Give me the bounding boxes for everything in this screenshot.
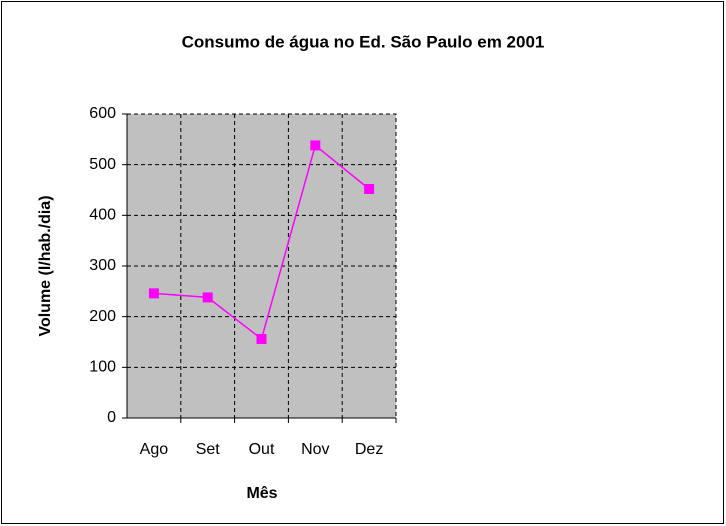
x-tick-label: Nov bbox=[301, 441, 329, 458]
point-marker bbox=[256, 333, 267, 344]
point-marker bbox=[310, 140, 321, 151]
y-axis-title: Volume (l/hab./dia) bbox=[37, 195, 54, 336]
y-tick-label: 500 bbox=[89, 156, 116, 173]
x-axis-title: Mês bbox=[246, 485, 277, 502]
y-tick-label: 400 bbox=[89, 207, 116, 224]
x-tick-label: Dez bbox=[355, 441, 383, 458]
chart-title: Consumo de água no Ed. São Paulo em 2001 bbox=[182, 32, 545, 51]
x-tick-label: Out bbox=[249, 441, 275, 458]
point-marker bbox=[148, 288, 159, 299]
x-tick-label: Ago bbox=[140, 441, 169, 458]
x-tick-label: Set bbox=[196, 441, 221, 458]
y-tick-label: 0 bbox=[107, 409, 116, 426]
y-tick-label: 100 bbox=[89, 359, 116, 376]
y-tick-label: 600 bbox=[89, 105, 116, 122]
y-tick-label: 300 bbox=[89, 257, 116, 274]
point-marker bbox=[364, 183, 375, 194]
y-tick-label: 200 bbox=[89, 308, 116, 325]
point-marker bbox=[202, 292, 213, 303]
